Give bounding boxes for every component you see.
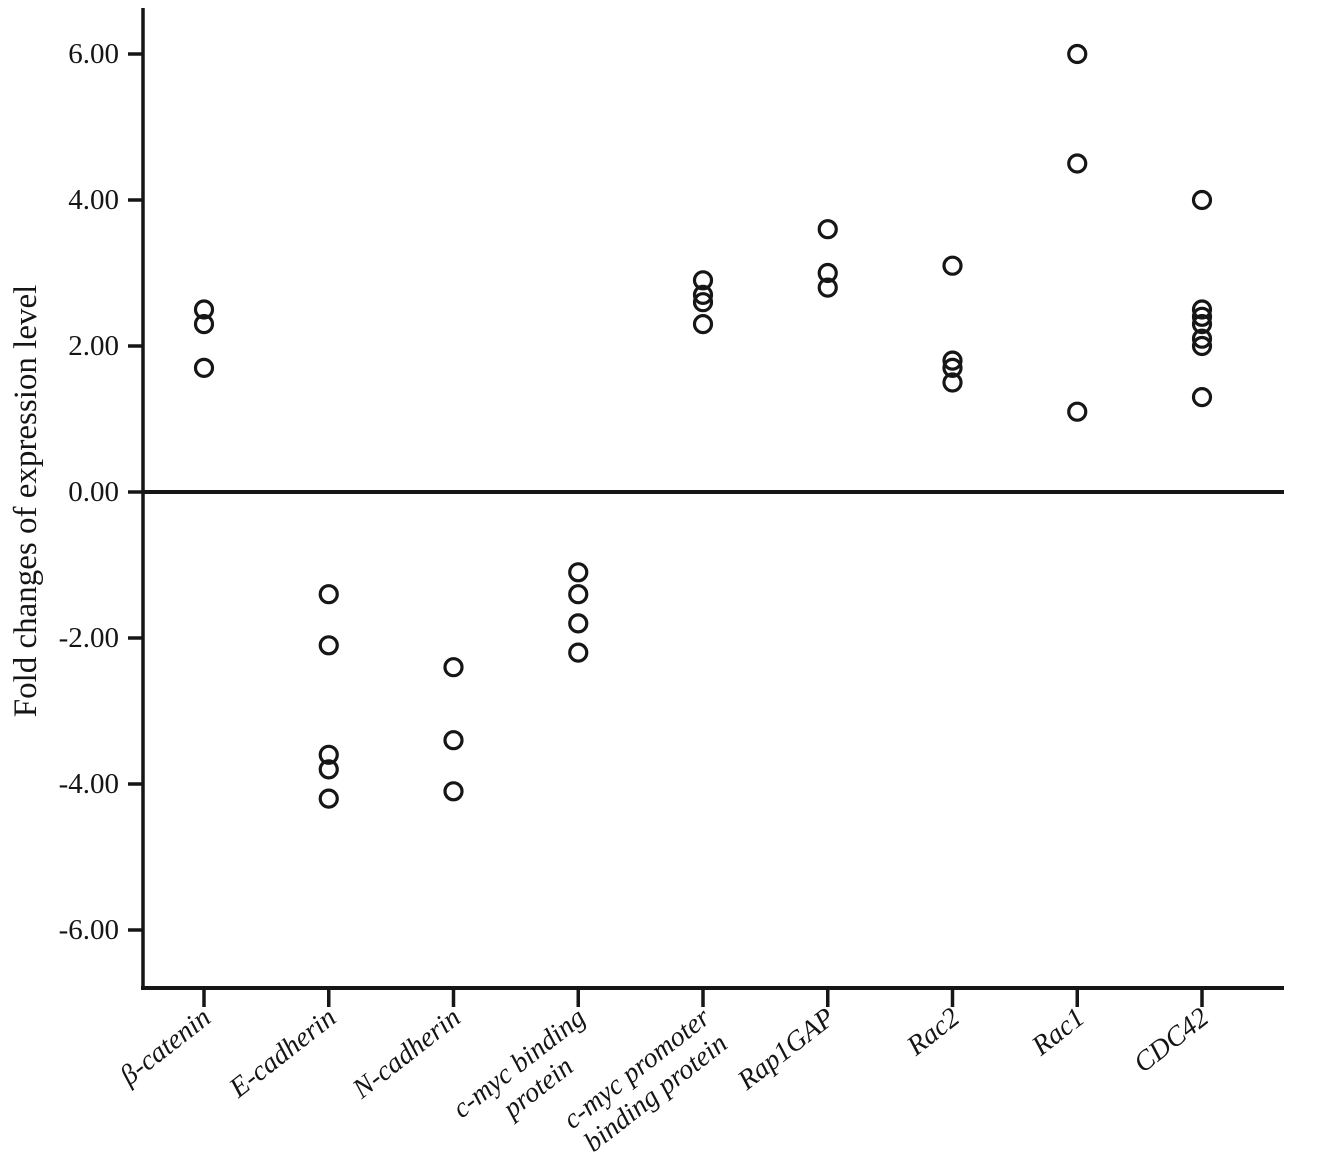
- data-point-marker: [568, 584, 589, 605]
- data-point-marker: [1191, 189, 1213, 211]
- data-point-marker: [1191, 306, 1213, 327]
- data-point-marker: [1191, 299, 1213, 320]
- y-tick-label: -4.00: [58, 768, 119, 800]
- data-point-marker: [1191, 314, 1213, 335]
- data-point-marker: [1067, 153, 1088, 174]
- data-point-marker: [692, 284, 714, 305]
- data-point-marker: [692, 270, 714, 291]
- data-point-marker: [443, 781, 464, 802]
- data-point-marker: [817, 262, 838, 284]
- data-point-marker: [193, 314, 215, 335]
- y-tick-label: 4.00: [68, 184, 119, 216]
- data-point-marker: [817, 277, 838, 298]
- data-point-marker: [318, 635, 339, 656]
- data-point-marker: [193, 299, 215, 320]
- y-tick-label: -2.00: [58, 622, 119, 654]
- data-point-marker: [318, 744, 339, 765]
- y-tick-label: 2.00: [68, 330, 119, 362]
- data-point-marker: [568, 642, 589, 663]
- y-tick-label: -6.00: [58, 914, 119, 946]
- data-point-marker: [193, 357, 215, 378]
- data-point-marker: [318, 759, 339, 780]
- data-point-marker: [318, 584, 339, 605]
- y-tick-label: 6.00: [68, 38, 119, 70]
- data-point-marker: [443, 730, 464, 751]
- data-point-marker: [1067, 43, 1088, 65]
- data-point-marker: [942, 372, 963, 393]
- data-point-marker: [942, 357, 963, 378]
- data-point-marker: [692, 292, 714, 313]
- data-point-marker: [942, 255, 963, 276]
- data-point-marker: [942, 350, 963, 371]
- data-point-marker: [692, 314, 714, 335]
- y-tick-label: 0.00: [68, 476, 119, 508]
- data-point-marker: [443, 657, 464, 678]
- data-point-marker: [1067, 401, 1088, 422]
- data-point-marker: [1191, 387, 1213, 408]
- data-point-marker: [568, 562, 589, 583]
- data-point-marker: [318, 788, 339, 809]
- data-point-marker: [1191, 328, 1213, 349]
- y-axis-title: Fold changes of expression level: [8, 284, 44, 718]
- data-point-marker: [1191, 335, 1213, 357]
- data-point-marker: [817, 219, 838, 240]
- data-point-marker: [568, 613, 589, 634]
